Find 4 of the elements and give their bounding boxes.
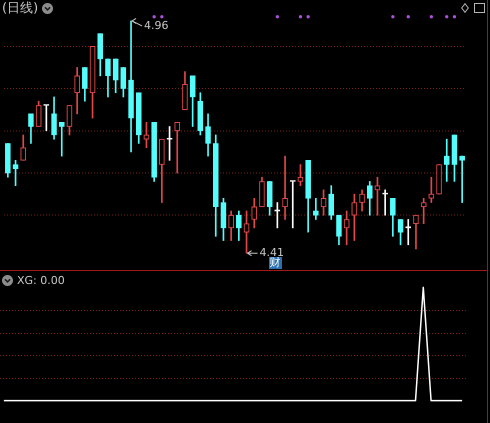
annotation: 4.96 [144, 18, 169, 32]
chart-title: (日线) [2, 1, 38, 16]
chart-title: XG: 0.00 [17, 273, 65, 288]
text: 财 [268, 256, 282, 270]
